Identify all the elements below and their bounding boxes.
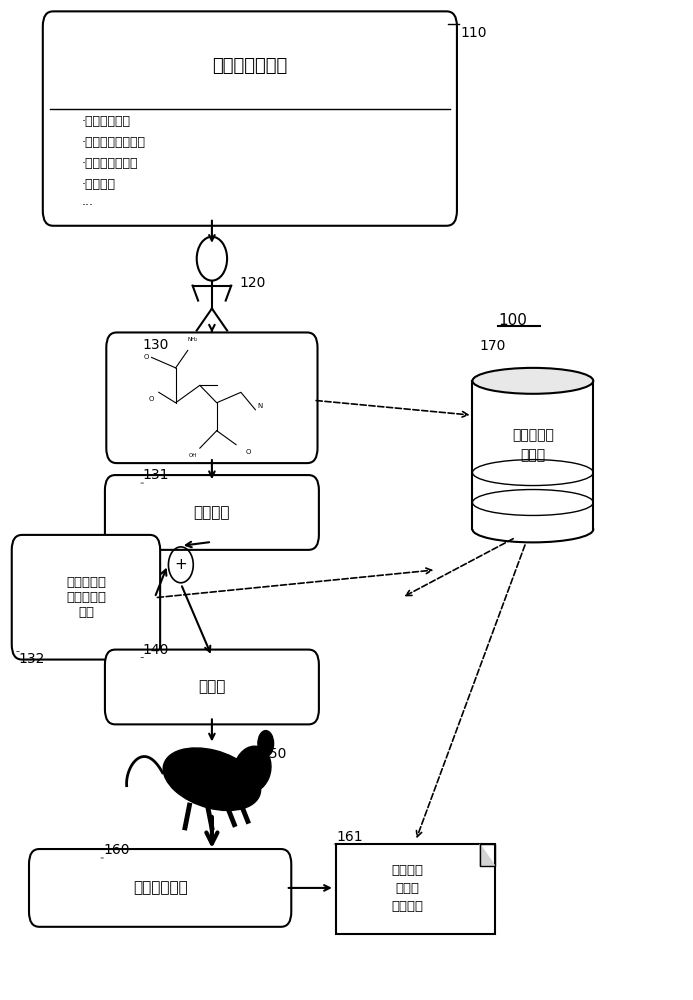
FancyBboxPatch shape — [105, 650, 319, 724]
Text: 120: 120 — [240, 276, 266, 290]
Ellipse shape — [234, 746, 271, 793]
Text: 设计的前提条件: 设计的前提条件 — [212, 57, 288, 75]
Text: OH: OH — [188, 453, 197, 458]
FancyBboxPatch shape — [106, 332, 317, 463]
FancyBboxPatch shape — [336, 844, 495, 934]
Text: 161: 161 — [336, 830, 362, 844]
Text: 学习用数据
存储部: 学习用数据 存储部 — [512, 428, 554, 462]
Ellipse shape — [163, 748, 261, 811]
Text: N: N — [258, 403, 263, 409]
Text: 140: 140 — [143, 643, 169, 657]
Text: 160: 160 — [103, 843, 130, 857]
Polygon shape — [480, 844, 495, 866]
Text: 各时刻的
表达量
分布数据: 各时刻的 表达量 分布数据 — [392, 864, 423, 913]
Ellipse shape — [258, 731, 274, 757]
FancyBboxPatch shape — [29, 849, 291, 927]
Text: 132: 132 — [19, 652, 45, 666]
Text: ·被检体的属性
·对象动物等的疾病
·活性物质的属性
·导入对象
···: ·被检体的属性 ·对象动物等的疾病 ·活性物质的属性 ·导入对象 ··· — [82, 115, 146, 212]
Text: 110: 110 — [460, 26, 487, 40]
Text: +: + — [175, 557, 187, 572]
FancyBboxPatch shape — [105, 475, 319, 550]
Text: 100: 100 — [498, 313, 527, 328]
Text: 150: 150 — [261, 747, 287, 761]
Ellipse shape — [473, 368, 593, 394]
Bar — [473, 381, 593, 529]
FancyBboxPatch shape — [43, 11, 457, 226]
Ellipse shape — [473, 516, 593, 542]
Text: O: O — [144, 354, 150, 360]
Text: 脂质分子: 脂质分子 — [193, 505, 230, 520]
Text: 130: 130 — [143, 338, 169, 352]
Text: O: O — [245, 449, 251, 455]
Text: 170: 170 — [480, 339, 506, 353]
FancyBboxPatch shape — [12, 535, 160, 660]
Text: NH₂: NH₂ — [187, 337, 198, 342]
Text: O: O — [149, 396, 155, 402]
Text: 131: 131 — [143, 468, 169, 482]
Text: 复合物: 复合物 — [198, 679, 226, 694]
Text: 对荧光蛋白
进行编码的
核酸: 对荧光蛋白 进行编码的 核酸 — [66, 576, 106, 619]
Text: 荧光成像系统: 荧光成像系统 — [133, 880, 188, 895]
